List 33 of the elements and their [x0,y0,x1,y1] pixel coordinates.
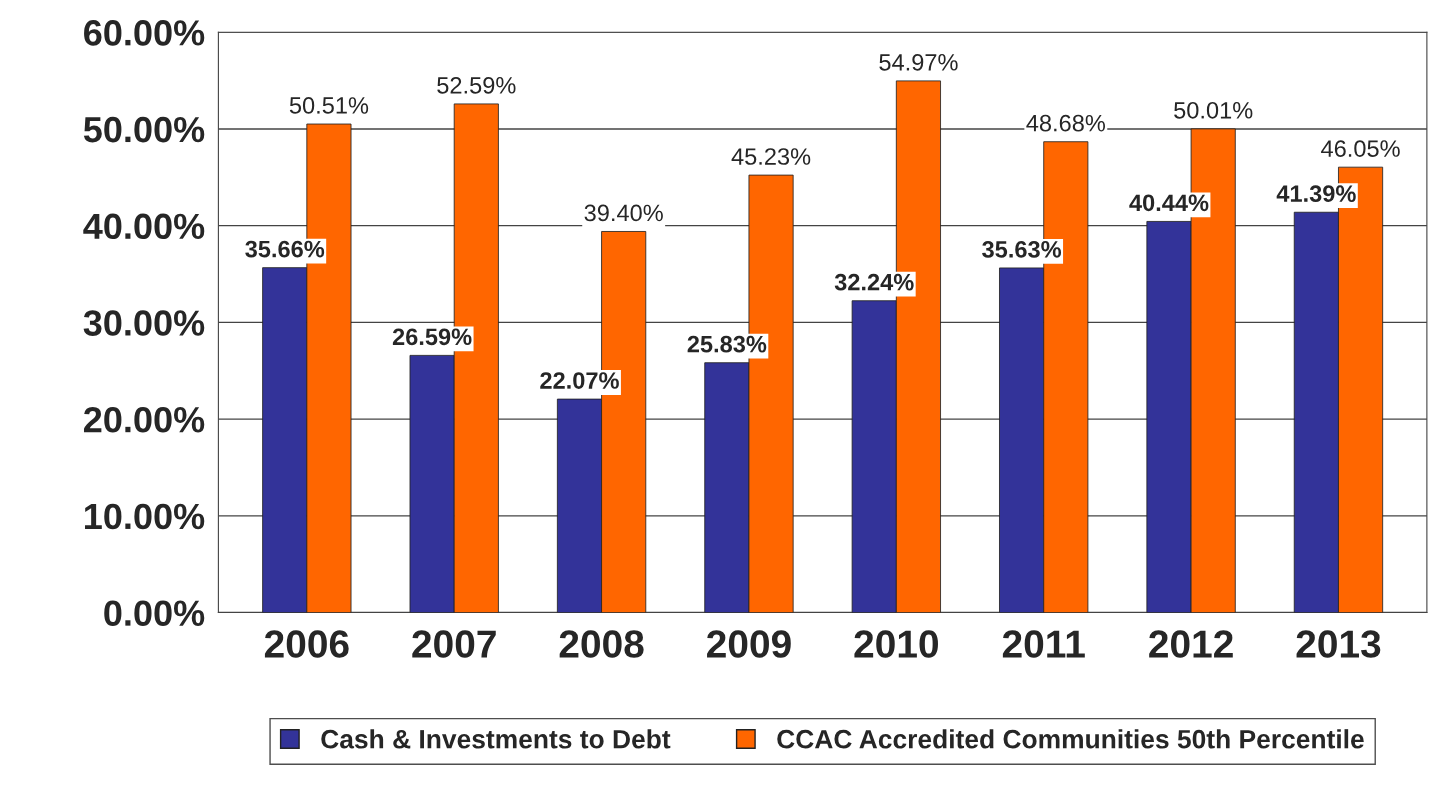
x-tick-label: 2010 [854,630,938,658]
data-label: 46.05% [1321,140,1400,157]
x-tick-label: 2012 [1149,630,1233,658]
data-label: 39.40% [584,204,663,222]
data-label: 48.68% [1026,114,1106,132]
x-tick-label: 2008 [559,630,644,658]
y-tick-label: 30.00% [83,310,205,336]
x-tick-label: 2013 [1296,630,1381,658]
legend-label: Cash & Investments to Debt [321,729,671,749]
x-tick-label: 2011 [1002,630,1085,658]
data-label: 45.23% [731,148,811,165]
data-label: 50.51% [289,97,369,114]
data-label: 32.24% [834,273,914,291]
data-label: 41.39% [1276,185,1356,203]
y-tick-label: 40.00% [83,213,205,240]
y-tick-label: 60.00% [84,20,205,46]
y-tick-label: 20.00% [83,406,205,433]
data-label: 52.59% [437,76,516,94]
y-tick-label: 10.00% [85,503,205,530]
y-tick-label: 50.00% [83,116,205,143]
x-tick-label: 2009 [707,630,791,658]
data-label: 35.63% [982,241,1062,258]
data-label: 26.59% [392,328,472,346]
y-tick-label: 0.00% [104,600,205,626]
data-label: 22.07% [540,372,619,389]
data-label: 50.01% [1174,101,1253,119]
data-label: 40.44% [1129,194,1209,212]
x-tick-label: 2006 [264,630,349,658]
data-label: 25.83% [687,335,767,353]
data-label: 54.97% [879,53,958,71]
data-label: 35.66% [245,240,325,258]
legend-label: CCAC Accredited Communities 50th Percentile [777,729,1364,749]
x-tick-label: 2007 [412,630,496,658]
